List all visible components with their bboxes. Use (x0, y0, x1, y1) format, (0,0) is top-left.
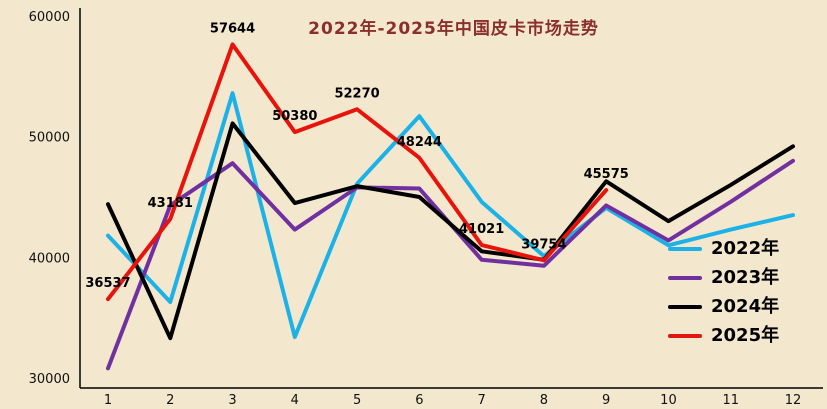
chart-title: 2022年-2025年中国皮卡市场走势 (308, 19, 599, 39)
x-axis-tick-label: 9 (602, 393, 610, 408)
data-label: 45575 (584, 167, 629, 182)
series-line-2022年 (106, 91, 795, 339)
x-axis-tick-label: 4 (291, 393, 299, 408)
x-axis-tick-label: 3 (228, 393, 236, 408)
data-label: 39754 (521, 237, 566, 252)
y-axis-tick-label: 50000 (29, 131, 70, 146)
x-axis-tick-label: 1 (104, 393, 112, 408)
legend-swatch (668, 276, 702, 280)
legend-swatch (668, 247, 702, 251)
data-label: 57644 (210, 21, 255, 36)
chart-legend: 2022年 2023年 2024年 2025年 (668, 240, 779, 345)
legend-swatch (668, 334, 702, 338)
data-label: 43181 (148, 196, 193, 211)
data-label: 36537 (85, 276, 130, 291)
data-label: 48244 (397, 135, 442, 150)
data-label: 41021 (459, 222, 504, 237)
y-axis-tick-label: 40000 (29, 251, 70, 266)
x-axis-tick-label: 6 (415, 393, 423, 408)
y-axis-tick-label: 30000 (29, 372, 70, 387)
series-line-2025年 (106, 42, 609, 302)
x-axis-tick-label: 5 (353, 393, 361, 408)
y-axis-tick-label: 60000 (29, 10, 70, 25)
legend-label: 2025年 (711, 325, 780, 346)
x-axis-tick-label: 11 (722, 393, 739, 408)
data-label: 50380 (272, 109, 317, 124)
legend-label: 2024年 (711, 296, 780, 317)
x-axis-tick-label: 12 (785, 393, 802, 408)
legend-item: 2024年 (668, 298, 779, 316)
x-axis-tick-label: 10 (660, 393, 677, 408)
data-label: 52270 (334, 86, 379, 101)
series-line-2024年 (106, 121, 795, 341)
legend-item: 2025年 (668, 327, 779, 345)
legend-swatch (668, 305, 702, 309)
legend-item: 2022年 (668, 240, 779, 258)
legend-label: 2022年 (711, 238, 780, 259)
x-axis-tick-label: 2 (166, 393, 174, 408)
x-axis-tick-label: 8 (540, 393, 548, 408)
x-axis-tick-label: 7 (477, 393, 485, 408)
legend-item: 2023年 (668, 269, 779, 287)
legend-label: 2023年 (711, 267, 780, 288)
